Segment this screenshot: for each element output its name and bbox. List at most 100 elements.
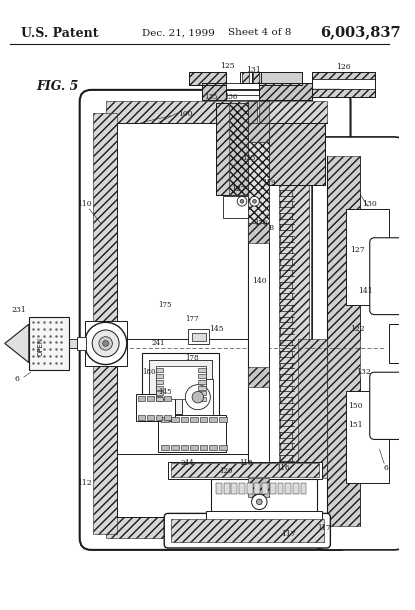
Bar [156,374,163,378]
Bar [156,380,163,384]
Bar [219,445,227,450]
FancyBboxPatch shape [370,238,403,315]
Bar [156,396,162,401]
Bar [248,101,257,123]
Bar [269,123,325,185]
Bar [389,324,398,362]
Bar [156,415,162,420]
Text: FIG. 5: FIG. 5 [37,81,79,93]
Bar [251,71,302,85]
Text: 112: 112 [77,479,92,487]
Bar [229,103,248,195]
Circle shape [92,330,119,357]
Bar [300,483,306,494]
FancyBboxPatch shape [164,514,330,548]
Bar [248,367,269,387]
Text: 136: 136 [224,93,237,101]
Text: OPEN: OPEN [37,337,43,356]
Text: 141: 141 [358,287,372,295]
Bar [161,445,169,450]
Bar [198,374,205,378]
Bar [198,392,205,395]
FancyBboxPatch shape [312,137,408,550]
Bar [137,394,175,421]
Bar [247,483,253,494]
Bar [209,417,217,422]
Bar [181,417,188,422]
Bar [259,101,269,123]
Text: 244: 244 [181,459,194,467]
Bar [254,483,260,494]
Text: 175: 175 [159,301,172,309]
Bar [226,83,259,89]
Bar [211,479,317,512]
Bar [156,365,205,399]
Circle shape [99,337,112,350]
Bar [69,339,77,348]
Circle shape [256,499,262,504]
Bar [248,223,269,243]
Bar [202,83,226,101]
Bar [200,445,208,450]
Bar [226,95,259,101]
FancyBboxPatch shape [370,372,403,439]
Bar [224,483,229,494]
Text: 132: 132 [356,368,371,376]
Text: 6: 6 [383,464,388,472]
Bar [198,368,205,372]
Text: U.S. Patent: U.S. Patent [21,27,99,40]
Bar [147,415,154,420]
Bar [239,483,245,494]
Text: 130: 130 [362,200,377,208]
Text: 178: 178 [186,354,199,362]
Bar [183,379,213,415]
Bar [93,113,117,534]
Text: Sheet 4 of 8: Sheet 4 of 8 [227,29,291,37]
Bar [240,71,261,83]
Circle shape [237,196,247,206]
Text: Dec. 21, 1999: Dec. 21, 1999 [142,29,215,37]
Bar [232,483,237,494]
Bar [159,415,226,452]
Bar [312,71,375,79]
Bar [270,483,276,494]
Bar [171,417,178,422]
Bar [312,71,375,96]
Text: 117: 117 [317,524,330,532]
Bar [312,89,375,96]
Text: 125: 125 [220,62,235,70]
Text: 133: 133 [242,154,255,162]
Bar [216,483,222,494]
Bar [216,103,248,195]
Bar [248,478,269,497]
Text: 151: 151 [348,421,363,429]
Bar [207,511,322,521]
Bar [192,333,205,340]
Circle shape [186,385,210,410]
Bar [259,83,312,101]
Bar [171,445,178,450]
Circle shape [240,199,244,203]
Bar [248,123,269,142]
Text: 119: 119 [262,179,276,187]
Bar [253,71,259,83]
FancyBboxPatch shape [80,90,351,550]
Bar [209,445,217,450]
Text: 176: 176 [254,220,268,228]
Text: 241: 241 [152,339,165,348]
Text: 117: 117 [281,529,295,537]
Bar [278,185,309,511]
Bar [198,397,205,401]
Text: 116: 116 [276,464,290,472]
Bar [181,445,188,450]
Bar [223,196,248,218]
Bar [161,417,169,422]
Bar [248,123,269,497]
Bar [138,415,145,420]
Bar [216,103,248,195]
Bar [164,415,171,420]
Bar [219,417,227,422]
Bar [278,483,283,494]
Circle shape [253,199,256,203]
Text: 127: 127 [350,246,364,254]
